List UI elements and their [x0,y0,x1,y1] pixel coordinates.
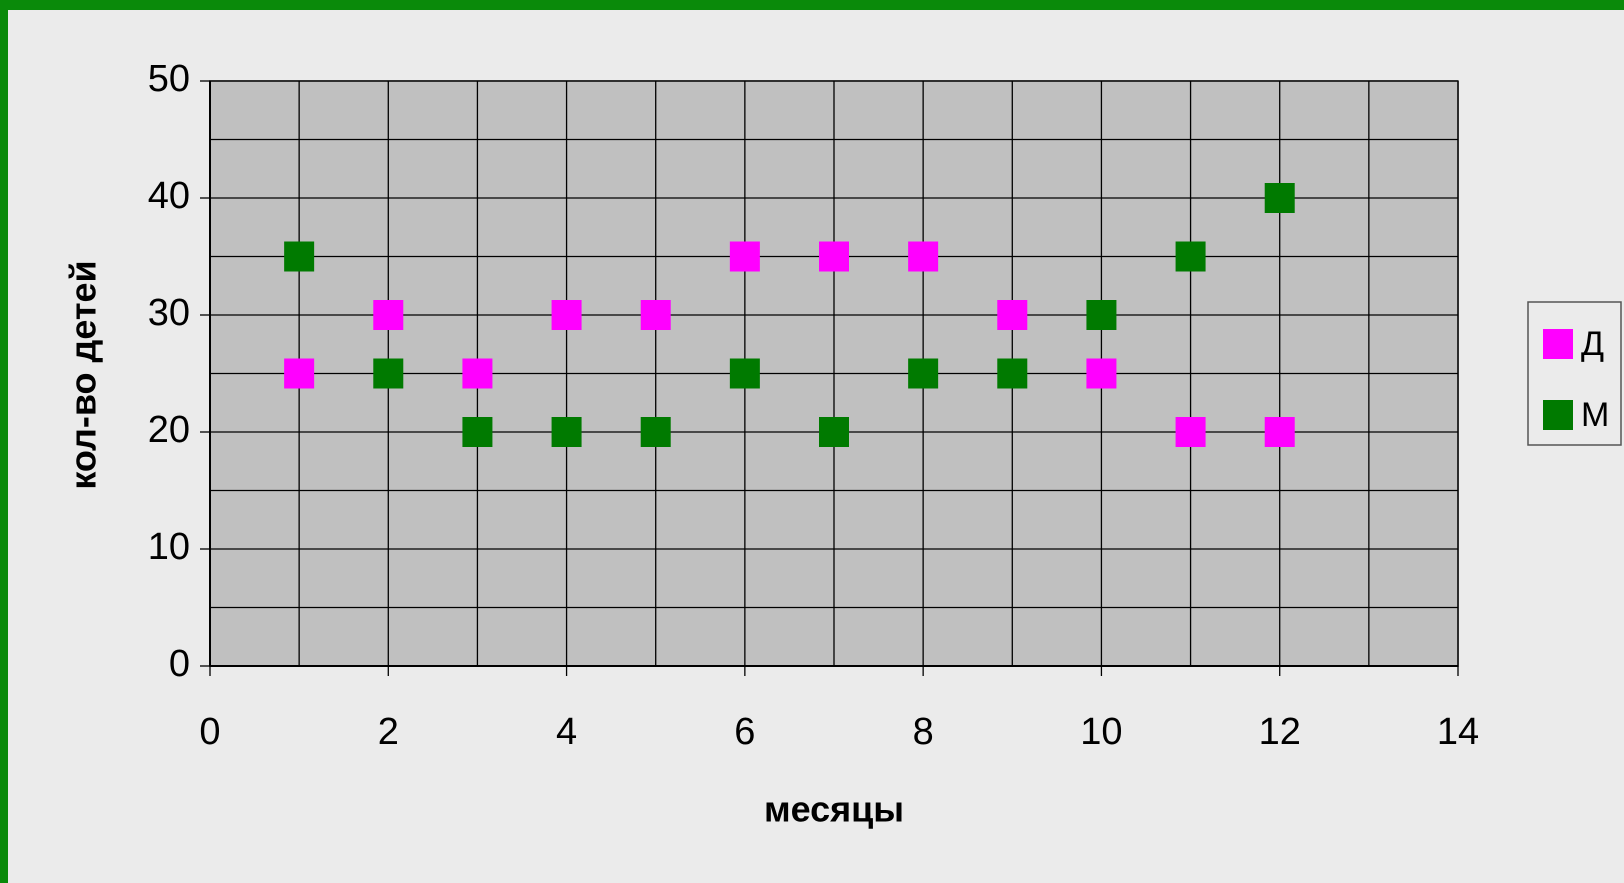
marker [1175,241,1206,272]
y-tick-label: 30 [148,292,190,334]
marker [729,241,760,272]
marker [997,358,1028,389]
marker [640,300,671,330]
marker [373,300,404,330]
x-tick-label: 12 [1259,711,1301,753]
marker [1086,358,1117,389]
marker [284,241,315,272]
x-tick-label: 4 [556,711,577,753]
x-tick-label: 14 [1437,711,1479,753]
marker [1086,300,1117,330]
x-tick-label: 8 [913,711,934,753]
marker [1264,417,1295,447]
y-tick-label: 50 [148,58,190,100]
y-axis-label: кол-во детей [63,260,104,489]
y-tick-label: 0 [169,643,190,685]
legend-label: Д [1581,325,1604,363]
y-tick-label: 20 [148,409,190,451]
marker [819,417,849,447]
marker [908,241,939,272]
legend-label: М [1581,396,1609,434]
marker [462,417,493,447]
marker [1175,417,1206,447]
marker [373,358,404,389]
x-tick-label: 2 [378,711,399,753]
x-tick-label: 10 [1080,711,1122,753]
y-tick-label: 10 [148,526,190,568]
marker [551,417,582,447]
marker [908,358,939,389]
marker [997,300,1028,330]
marker [819,241,849,272]
marker [729,358,760,389]
marker [551,300,582,330]
x-axis-label: месяцы [764,789,904,830]
x-tick-label: 0 [199,711,220,753]
y-tick-label: 40 [148,175,190,217]
legend-swatch [1543,400,1573,430]
x-tick-label: 6 [734,711,755,753]
marker [1264,183,1295,213]
marker [284,358,315,389]
marker [640,417,671,447]
marker [462,358,493,389]
legend-swatch [1543,329,1573,359]
